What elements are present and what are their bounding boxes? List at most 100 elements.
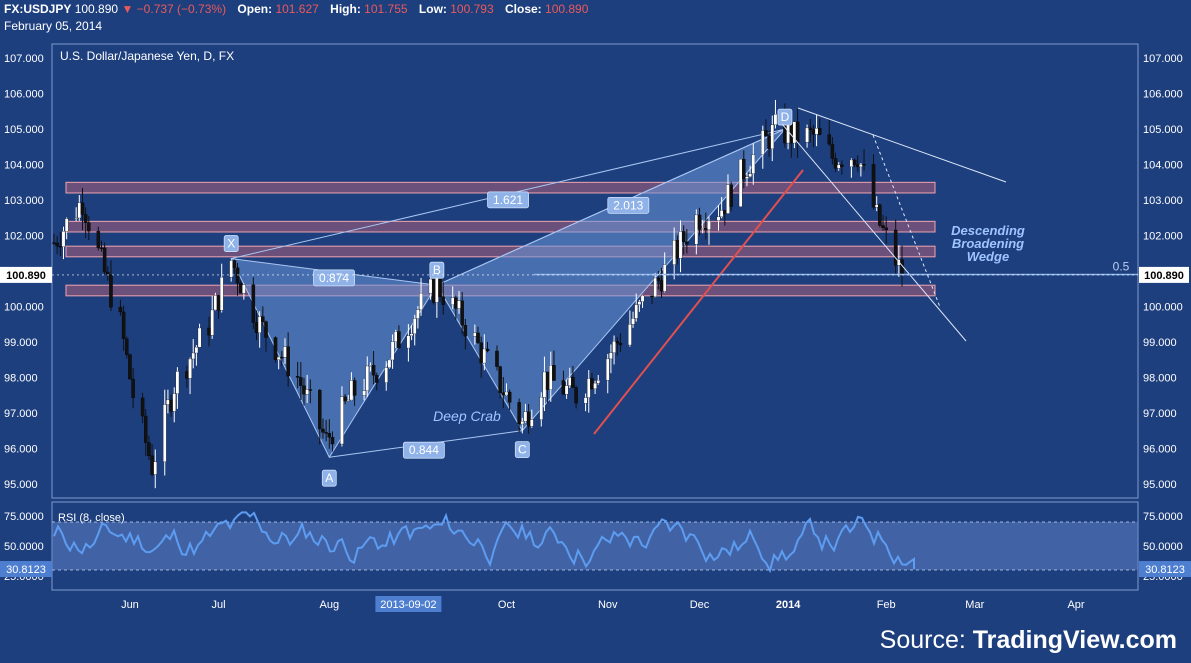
x-tick-label: Nov — [598, 599, 618, 611]
candle-body — [884, 227, 888, 231]
candle-body — [893, 229, 898, 266]
candle-body — [390, 341, 395, 361]
candle-body — [213, 295, 218, 311]
wedge-inner-line — [872, 134, 941, 308]
point-label-c: C — [518, 443, 527, 457]
candle-body — [397, 331, 401, 349]
point-label-x-badge-bg — [223, 235, 239, 252]
y-tick-left: 103.000 — [4, 195, 44, 207]
wedge-label-line-2: Broadening — [952, 236, 1024, 251]
candle-body — [242, 284, 246, 294]
candle-body — [106, 271, 110, 276]
low-value: 100.793 — [450, 2, 494, 16]
candle-body — [523, 411, 528, 422]
candle-body — [431, 278, 436, 303]
candle-body — [656, 277, 661, 281]
candle-body — [352, 380, 357, 396]
candle-body — [362, 390, 366, 396]
last-price-tag-bg-right — [1139, 266, 1189, 283]
ratio-label-4-badge-bg — [607, 196, 650, 214]
x-tick-label: Apr — [1067, 599, 1084, 611]
close-value: 100.890 — [545, 2, 589, 16]
last-price-tag-bg-left — [0, 266, 52, 283]
candle-body — [109, 274, 113, 308]
candle-body — [574, 387, 578, 404]
candle-body — [384, 367, 388, 383]
candle-body — [416, 309, 420, 319]
x-tick-label: Aug — [319, 599, 339, 611]
candle-body — [849, 159, 854, 167]
candle-body — [615, 341, 619, 344]
resistance-zone-3 — [65, 245, 936, 258]
candle-body — [393, 331, 398, 342]
candle-body — [605, 358, 610, 381]
candle-body — [327, 433, 332, 438]
candle-body — [216, 295, 221, 311]
candle-body — [463, 324, 468, 337]
y-tick-right: 95.000 — [1143, 479, 1177, 491]
ratio-label-3-badge: 1.621 — [487, 191, 529, 209]
candle-body — [235, 267, 240, 284]
candle-body — [299, 377, 303, 386]
x-tick-label: Jun — [121, 599, 139, 611]
candle-body — [612, 341, 616, 353]
candle-body — [520, 421, 525, 425]
y-tick-left: 96.000 — [4, 443, 38, 455]
candle-body — [305, 389, 309, 395]
candle-body — [653, 277, 657, 297]
wedge-upper-line — [797, 107, 1007, 183]
candle-body — [197, 327, 202, 348]
candle-body — [150, 455, 154, 475]
candle-body — [321, 428, 325, 433]
candle-body — [479, 342, 483, 364]
header-date: February 05, 2014 — [4, 19, 103, 33]
candle-body — [302, 385, 306, 395]
source-credit: Source: TradingView.com — [880, 626, 1177, 655]
y-tick-left: 98.000 — [4, 372, 38, 384]
high-value: 101.755 — [364, 2, 408, 16]
candle-body — [631, 318, 635, 325]
candle-body — [719, 210, 724, 217]
y-tick-right: 103.000 — [1143, 195, 1183, 207]
candle-body — [435, 277, 439, 303]
candle-body — [254, 322, 259, 333]
x-tick-label: 2014 — [776, 599, 801, 611]
candle-body — [650, 295, 654, 298]
candle-body — [340, 396, 344, 445]
candle-body — [251, 284, 256, 323]
candle-body — [172, 393, 176, 412]
candle-body — [346, 399, 351, 402]
candle-body — [675, 240, 680, 259]
resistance-zone-2 — [65, 220, 936, 233]
price-change: −0.737 (−0.73%) — [136, 2, 227, 16]
low-label: Low: — [418, 2, 447, 16]
candle-body — [704, 228, 708, 230]
candle-body — [175, 371, 180, 394]
y-tick-right: 97.000 — [1143, 408, 1177, 420]
candle-body — [324, 432, 328, 434]
wedge-lower-line — [781, 123, 967, 342]
candle-body — [827, 134, 831, 145]
point-label-d-badge-bg — [777, 108, 793, 126]
y-tick-right: 96.000 — [1143, 443, 1177, 455]
candle-body — [545, 371, 550, 390]
candle-body — [707, 220, 711, 230]
source-brand: TradingView.com — [972, 626, 1177, 654]
candle-body — [191, 352, 195, 360]
candle-body — [58, 245, 63, 248]
candle-body — [862, 164, 866, 166]
candle-body — [194, 346, 199, 354]
point-label-a-badge-bg — [321, 469, 337, 487]
candle-body — [77, 202, 82, 219]
candle-body — [371, 365, 376, 376]
ratio-label-1-badge-bg — [313, 269, 355, 287]
candle-body — [659, 280, 664, 292]
point-label-x-badge: X — [223, 235, 239, 252]
ratio-label-4: 2.013 — [613, 198, 643, 212]
y-tick-left: 102.000 — [4, 231, 44, 243]
candle-body — [590, 378, 594, 389]
candle-body — [52, 242, 56, 244]
rsi-y-tick-right: 50.0000 — [1143, 541, 1183, 553]
candle-body — [257, 316, 262, 333]
